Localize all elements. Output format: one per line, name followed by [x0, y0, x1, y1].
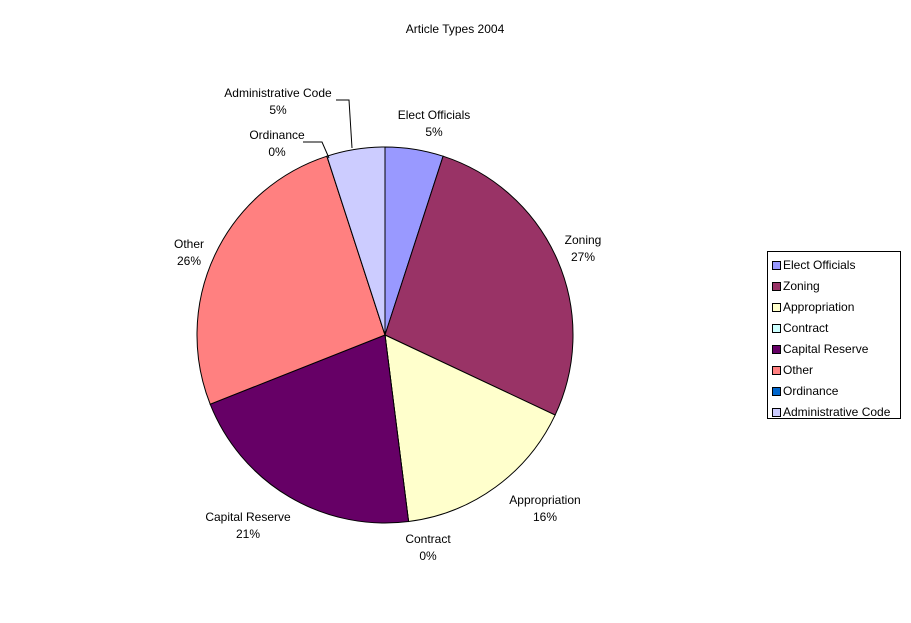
data-label-category: Appropriation [509, 493, 580, 507]
legend-label: Zoning [783, 279, 820, 293]
legend-swatch [772, 282, 781, 291]
legend-item-ordinance: Ordinance [768, 381, 900, 402]
legend-swatch [772, 303, 781, 312]
chart-title: Article Types 2004 [406, 22, 505, 36]
legend-item-administrative-code: Administrative Code [768, 402, 900, 423]
pie-slice-zoning [384, 155, 574, 416]
legend-swatch [772, 408, 781, 417]
legend-swatch [772, 261, 781, 270]
data-label-percent: 0% [419, 549, 437, 563]
data-label-other: Other 26% [174, 237, 204, 268]
data-label-zoning: Zoning 27% [565, 233, 602, 264]
data-label-administrative-code: Administrative Code 5% [224, 86, 332, 117]
legend-label: Capital Reserve [783, 342, 869, 356]
legend-item-capital-reserve: Capital Reserve [768, 339, 900, 360]
data-label-category: Contract [405, 532, 451, 546]
data-label-appropriation: Appropriation 16% [509, 493, 580, 524]
data-label-percent: 26% [177, 254, 201, 268]
legend-label: Ordinance [783, 384, 839, 398]
legend-swatch [772, 324, 781, 333]
data-label-category: Ordinance [249, 128, 305, 142]
data-label-category: Zoning [565, 233, 602, 247]
legend-item-contract: Contract [768, 318, 900, 339]
data-label-ordinance: Ordinance 0% [249, 128, 305, 159]
data-label-category: Elect Officials [398, 108, 470, 122]
legend-item-elect-officials: Elect Officials [768, 255, 900, 276]
data-label-percent: 5% [269, 103, 287, 117]
pie-slice-appropriation [384, 334, 556, 523]
data-label-category: Capital Reserve [205, 510, 291, 524]
data-label-elect-officials: Elect Officials 5% [398, 108, 470, 139]
data-label-percent: 0% [268, 145, 286, 159]
data-label-percent: 21% [236, 527, 260, 541]
pie-slice-other [196, 155, 386, 405]
legend-label: Elect Officials [783, 258, 856, 272]
legend-item-appropriation: Appropriation [768, 297, 900, 318]
legend-label: Appropriation [783, 300, 855, 314]
data-label-capital-reserve: Capital Reserve 21% [205, 510, 291, 541]
leader-line-ordinance [303, 141, 330, 159]
data-label-category: Administrative Code [224, 86, 332, 100]
data-label-category: Other [174, 237, 204, 251]
data-labels: Elect Officials 5% Zoning 27% Appropriation 1… [174, 86, 601, 563]
data-label-percent: 16% [533, 510, 557, 524]
legend-label: Contract [783, 321, 829, 335]
leader-lines [303, 99, 353, 159]
legend-label: Other [783, 363, 814, 377]
data-label-percent: 27% [571, 250, 595, 264]
leader-line-administrative-code [336, 99, 353, 149]
pie-slices [196, 146, 574, 524]
legend-label: Administrative Code [783, 405, 891, 419]
legend: Elect Officials Zoning Appropriation Contra… [767, 251, 901, 419]
legend-item-other: Other [768, 360, 900, 381]
legend-swatch [772, 366, 781, 375]
data-label-percent: 5% [425, 125, 443, 139]
data-label-contract: Contract 0% [405, 532, 451, 563]
pie-slice-capital-reserve [209, 334, 410, 524]
legend-swatch [772, 387, 781, 396]
pie-slice-administrative-code [326, 146, 386, 336]
legend-swatch [772, 345, 781, 354]
legend-item-zoning: Zoning [768, 276, 900, 297]
